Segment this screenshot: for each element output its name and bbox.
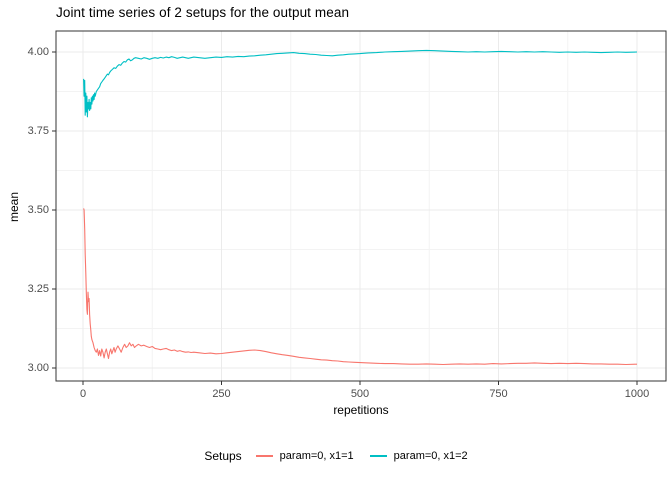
y-tick-label: 3.75 xyxy=(27,125,49,137)
legend-label: param=0, x1=2 xyxy=(393,450,468,462)
legend-item: param=0, x1=1 xyxy=(255,450,354,462)
legend-key-line-icon xyxy=(369,455,387,457)
series-line-0 xyxy=(83,208,638,366)
panel-background xyxy=(56,31,666,381)
panel-border xyxy=(55,30,667,382)
legend-items: param=0, x1=1 param=0, x1=2 xyxy=(255,450,468,462)
x-tick-label: 1000 xyxy=(624,388,650,400)
x-tick-label: 750 xyxy=(489,388,508,400)
x-axis-title: repetitions xyxy=(333,403,389,417)
x-tick-label: 0 xyxy=(79,388,87,400)
y-tick-label: 3.25 xyxy=(27,283,49,295)
y-tick-label: 3.00 xyxy=(27,362,49,374)
y-tick-label: 4.00 xyxy=(27,46,49,58)
series-line-1 xyxy=(83,49,638,118)
y-tick-label: 3.50 xyxy=(27,204,49,216)
chart-title: Joint time series of 2 setups for the ou… xyxy=(56,5,350,20)
x-tick-label: 250 xyxy=(212,388,231,400)
x-tick-label: 500 xyxy=(350,388,370,400)
legend: Setups param=0, x1=1 param=0, x1=2 xyxy=(0,446,672,466)
legend-key-line-icon xyxy=(255,455,273,457)
legend-item: param=0, x1=2 xyxy=(369,450,468,462)
legend-label: param=0, x1=1 xyxy=(279,450,354,462)
legend-title: Setups xyxy=(204,449,242,463)
